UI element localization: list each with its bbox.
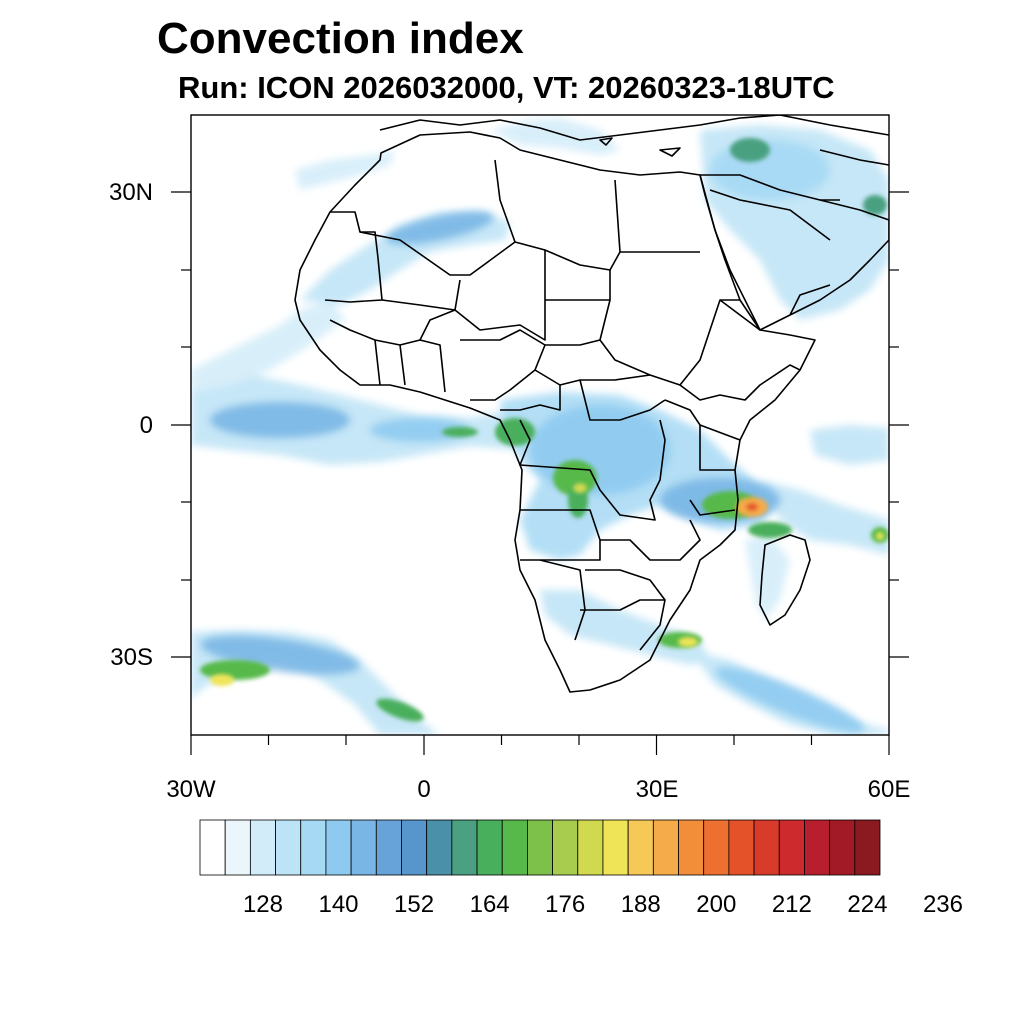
colorbar-tick-label: 152 [394, 891, 434, 918]
colorbar-box [325, 819, 352, 876]
border-sudan [545, 299, 740, 386]
green-arabia [863, 195, 887, 215]
colorbar-box [199, 819, 226, 876]
convection-field [191, 118, 889, 735]
lat-label-30n: 30N [109, 179, 153, 206]
europe-coast [379, 115, 889, 141]
colorbar-box [577, 819, 604, 876]
colorbar-tick-label: 212 [772, 891, 812, 918]
colorbar-box [602, 819, 629, 876]
border-algeria [359, 159, 516, 276]
border-congo [519, 419, 666, 521]
colorbar-box [652, 819, 679, 876]
colorbar-box [703, 819, 730, 876]
lon-label-0: 0 [417, 776, 430, 803]
colorbar-tick-label: 188 [621, 891, 661, 918]
colorbar-box [627, 819, 654, 876]
lat-label-0: 0 [140, 412, 153, 439]
core-atlantic-eq [210, 402, 350, 438]
hotspot-congo-yellow [573, 483, 587, 493]
green-congo-west [495, 418, 535, 446]
lon-label-60e: 60E [868, 776, 911, 803]
lat-label-30s: 30S [110, 644, 153, 671]
field-madagascar [745, 535, 790, 620]
colorbar-tick-label: 140 [318, 891, 358, 918]
colorbar-box [476, 819, 503, 876]
border-west-africa [329, 309, 456, 393]
core-south-atlantic [200, 635, 360, 675]
colorbar-box [300, 819, 327, 876]
hotspot-south-africa [678, 637, 698, 647]
core-south-indian [715, 667, 865, 733]
colorbar-box [778, 819, 805, 876]
border-ethiopia [679, 299, 801, 401]
border-sahel [381, 250, 611, 341]
field-indian-ocean [760, 480, 889, 555]
field-mediterranean [490, 118, 620, 155]
border-east [664, 399, 741, 516]
border-southern [539, 559, 666, 651]
green-guinea [442, 427, 478, 437]
colorbar-box [678, 819, 705, 876]
colorbar-box [753, 819, 780, 876]
colorbar-box [854, 819, 881, 876]
mediterranean-islands [599, 137, 681, 157]
colorbar-tick-label: 128 [243, 891, 283, 918]
border-nigeria [460, 329, 546, 401]
colorbar-box [350, 819, 377, 876]
colorbar-box [804, 819, 831, 876]
arabia [699, 174, 889, 331]
colorbar-box [401, 819, 428, 876]
green-mozambique [748, 522, 792, 538]
core-gulf-guinea [370, 418, 470, 442]
colorbar-tick-label: 236 [923, 891, 963, 918]
field-east-ocean [810, 425, 889, 465]
colorbar-box [552, 819, 579, 876]
lon-label-30e: 30E [636, 776, 679, 803]
green-ethiopia [730, 138, 770, 162]
chart-title: Convection index [157, 14, 524, 63]
map-frame [171, 114, 909, 755]
colorbar-box [249, 819, 276, 876]
colorbar-tick-label: 176 [545, 891, 585, 918]
chart-subtitle: Run: ICON 2026032000, VT: 20260323-18UTC [178, 70, 835, 105]
core-sahara [386, 211, 494, 245]
core-congo [530, 405, 670, 495]
colorbar [199, 819, 881, 876]
green-south-atlantic-2 [376, 698, 424, 722]
colorbar-box [527, 819, 553, 876]
colorbar-box [426, 819, 453, 876]
field-west-africa [191, 300, 345, 392]
colorbar-box [728, 819, 755, 876]
hotspot-tanzania-red [746, 503, 758, 511]
hotspot-south-atlantic [210, 674, 234, 686]
lon-label-30w: 30W [166, 776, 216, 803]
iran-coast [819, 149, 889, 166]
colorbar-box [501, 819, 528, 876]
green-south-atlantic [200, 660, 270, 680]
core-arabia [710, 140, 830, 200]
colorbar-tick-label: 224 [847, 891, 887, 918]
colorbar-tick-label: 164 [470, 891, 510, 918]
colorbar-box [451, 819, 478, 876]
border-central [500, 369, 666, 421]
border-morocco [324, 211, 383, 303]
field-north-west [295, 150, 395, 190]
hotspot-indian [876, 532, 884, 540]
arabia-borders [709, 189, 840, 316]
colorbar-tick-label: 200 [696, 891, 736, 918]
colorbar-labels: 128 140 152 164 176 188 200 212 224 236 [243, 891, 963, 918]
colorbar-box [375, 819, 402, 876]
madagascar [759, 534, 811, 626]
colorbar-box [829, 819, 856, 876]
axis-labels: 30N 0 30S 30W 0 30E 60E [109, 179, 910, 803]
colorbar-box [275, 819, 302, 876]
colorbar-box [224, 819, 251, 876]
border-libya [514, 179, 621, 271]
field-south-africa [540, 590, 710, 665]
coastlines-borders [294, 115, 889, 693]
